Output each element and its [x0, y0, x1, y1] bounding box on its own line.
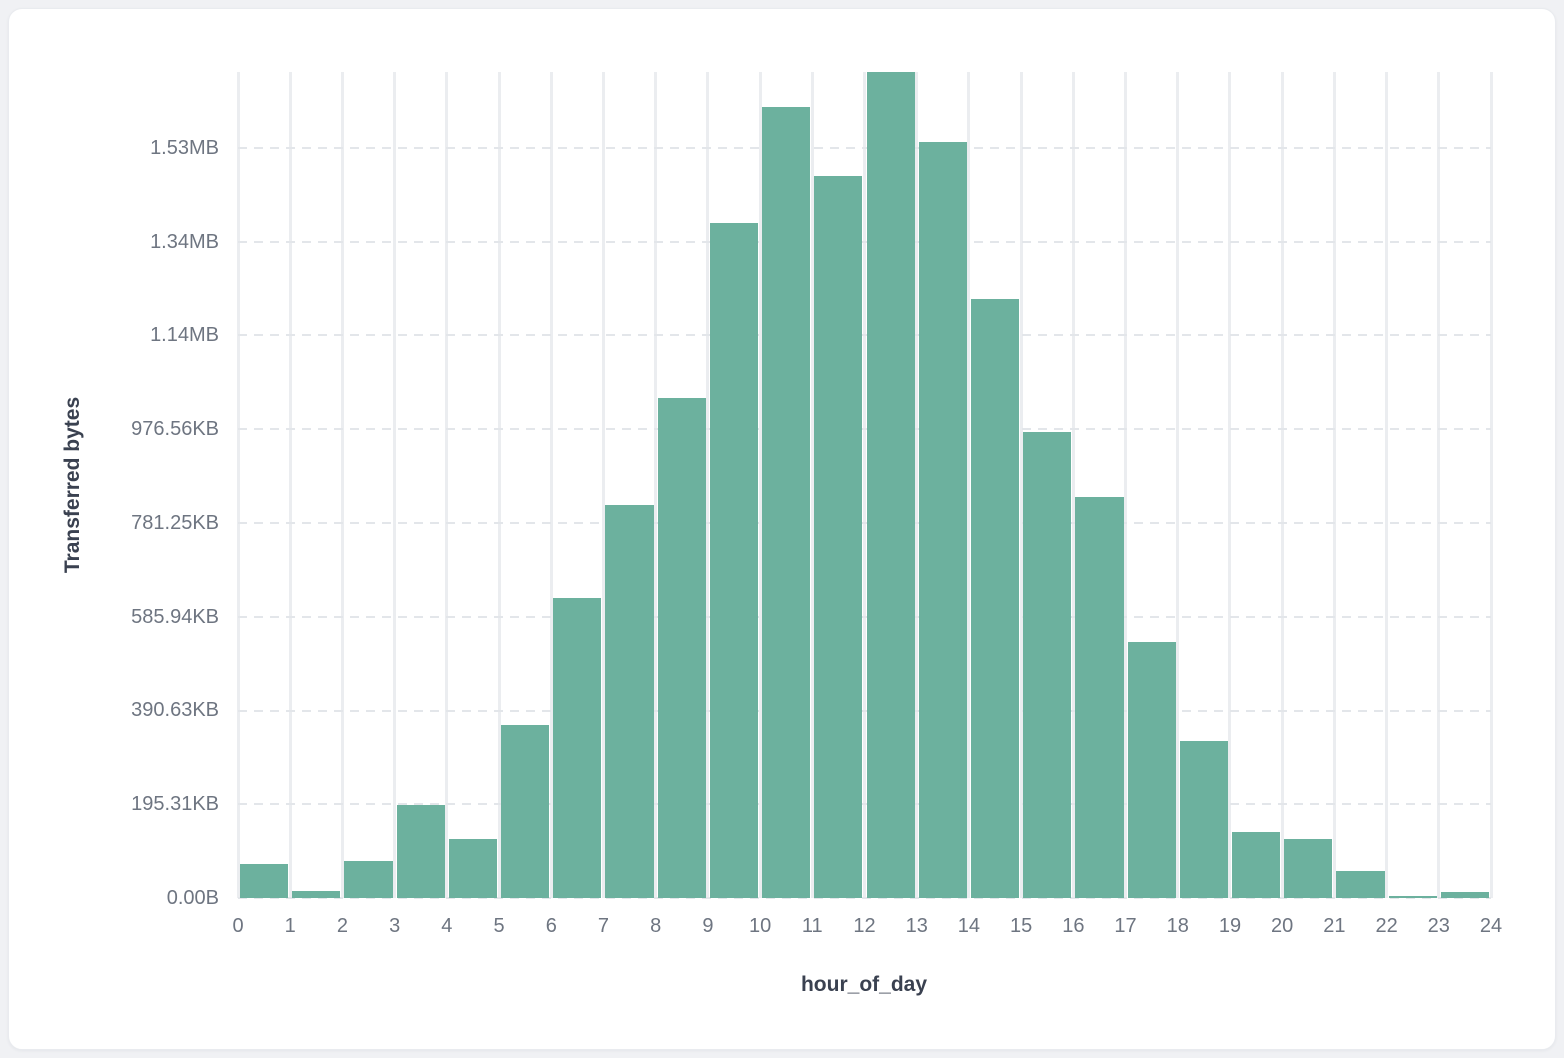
histogram-bar-hour-18[interactable]	[1179, 740, 1228, 898]
vertical-gridline	[288, 72, 292, 898]
x-axis-tick-labels: 0 1 2 3 4 5 6 7 8 9 10 11 12 13 14 15 16 17 18 19 20 21 22 23 24	[232, 914, 1502, 940]
vertical-gridline	[706, 72, 710, 898]
horizontal-gridline	[238, 521, 1491, 524]
horizontal-gridline	[238, 146, 1491, 149]
x-tick-label: 20	[1271, 915, 1294, 937]
x-tick-label: 16	[1062, 915, 1085, 937]
vertical-gridline	[1280, 72, 1284, 898]
x-tick-label: 2	[336, 915, 348, 937]
histogram-bar-hour-8[interactable]	[657, 397, 706, 898]
histogram-bar-hour-10[interactable]	[762, 107, 811, 898]
y-tick-label: 0.00B	[166, 887, 219, 909]
horizontal-gridline	[238, 709, 1491, 712]
x-tick-label: 18	[1166, 915, 1189, 937]
x-tick-label: 24	[1479, 915, 1503, 937]
y-tick-label: 390.63KB	[131, 699, 219, 722]
histogram-bar-hour-19[interactable]	[1231, 832, 1281, 898]
x-tick-label: 19	[1218, 915, 1242, 937]
vertical-gridline	[601, 72, 605, 898]
vertical-gridline	[1019, 72, 1023, 898]
x-tick-label: 21	[1323, 915, 1346, 937]
x-tick-label: 5	[493, 915, 505, 937]
vertical-gridline	[445, 72, 449, 898]
horizontal-gridline	[238, 615, 1491, 618]
vertical-gridline	[1124, 72, 1128, 898]
x-tick-label: 10	[748, 915, 772, 937]
y-axis-tick-labels: 0.00B 195.31KB 390.63KB 585.94KB 781.25KB 976…	[9, 72, 219, 909]
x-tick-label: 6	[545, 915, 557, 937]
histogram-bar-hour-7[interactable]	[605, 505, 654, 898]
x-tick-label: 1	[284, 915, 296, 937]
horizontal-gridline	[238, 897, 1491, 899]
histogram-bar-hour-15[interactable]	[1023, 431, 1072, 898]
vertical-gridline	[654, 72, 658, 898]
vertical-gridline	[340, 72, 344, 898]
vertical-gridline	[1071, 72, 1075, 898]
y-tick-label: 976.56KB	[131, 418, 219, 441]
x-tick-label: 15	[1010, 915, 1033, 937]
chart-card: Transferred bytes 0.00B 195.31KB 390.63KB 5…	[8, 8, 1556, 1050]
x-tick-label: 8	[650, 915, 662, 937]
histogram-bar-hour-2[interactable]	[344, 861, 393, 898]
vertical-gridline	[1489, 72, 1493, 898]
histogram-bar-hour-22[interactable]	[1388, 896, 1437, 898]
histogram-bar-hour-21[interactable]	[1336, 870, 1385, 898]
x-tick-label: 9	[702, 915, 714, 937]
vertical-gridline	[497, 72, 501, 898]
vertical-gridline	[393, 72, 397, 898]
histogram-bar-hour-20[interactable]	[1284, 839, 1333, 898]
x-tick-label: 17	[1114, 915, 1137, 937]
vertical-gridline	[1228, 72, 1232, 898]
histogram-bar-hour-0[interactable]	[240, 864, 289, 898]
histogram-bar-hour-1[interactable]	[292, 890, 341, 898]
x-tick-label: 0	[232, 915, 244, 937]
y-tick-label: 195.31KB	[131, 793, 219, 816]
vertical-gridline	[1332, 72, 1336, 898]
y-tick-label: 781.25KB	[131, 511, 219, 534]
vertical-gridline	[863, 72, 866, 898]
x-tick-label: 23	[1427, 915, 1450, 937]
histogram-bar-hour-3[interactable]	[396, 805, 445, 898]
x-tick-label: 22	[1375, 915, 1398, 937]
histogram-bar-hour-11[interactable]	[814, 175, 863, 898]
plot-area	[236, 72, 1493, 899]
x-tick-label: 13	[905, 915, 928, 937]
y-tick-label: 1.53MB	[150, 136, 219, 159]
y-tick-label: 585.94KB	[131, 605, 219, 628]
histogram-bar-hour-17[interactable]	[1127, 641, 1176, 898]
vertical-gridline	[810, 72, 814, 898]
vertical-gridline	[967, 72, 971, 898]
x-tick-label: 7	[597, 915, 610, 937]
histogram-bar-hour-13[interactable]	[918, 142, 967, 898]
histogram-bar-hour-9[interactable]	[709, 222, 759, 898]
x-tick-label: 11	[801, 915, 823, 937]
histogram-bar-hour-23[interactable]	[1440, 891, 1489, 898]
vertical-gridline	[236, 72, 240, 898]
histogram-bar-hour-16[interactable]	[1075, 497, 1124, 898]
horizontal-gridline	[238, 334, 1491, 337]
x-tick-label: 4	[441, 915, 453, 937]
horizontal-gridline	[238, 428, 1491, 431]
x-tick-label: 14	[957, 915, 981, 937]
y-tick-label: 1.14MB	[150, 324, 219, 347]
vertical-gridline	[1385, 72, 1389, 898]
horizontal-gridline	[238, 240, 1491, 243]
horizontal-gridline	[238, 803, 1491, 806]
histogram-bar-hour-14[interactable]	[970, 298, 1020, 898]
histogram-bar-hour-12[interactable]	[866, 72, 915, 898]
vertical-gridline	[1176, 72, 1180, 898]
histogram-bar-hour-5[interactable]	[501, 724, 550, 898]
vertical-gridline	[915, 72, 919, 898]
x-axis-title: hour_of_day	[800, 973, 928, 996]
y-tick-label: 1.34MB	[150, 230, 219, 253]
x-tick-label: 12	[853, 915, 876, 937]
vertical-gridline	[758, 72, 762, 898]
histogram-bar-hour-4[interactable]	[448, 839, 498, 898]
x-tick-label: 3	[389, 915, 401, 937]
histogram-bar-hour-6[interactable]	[553, 597, 602, 898]
vertical-gridline	[549, 72, 553, 898]
vertical-gridline	[1437, 72, 1441, 898]
